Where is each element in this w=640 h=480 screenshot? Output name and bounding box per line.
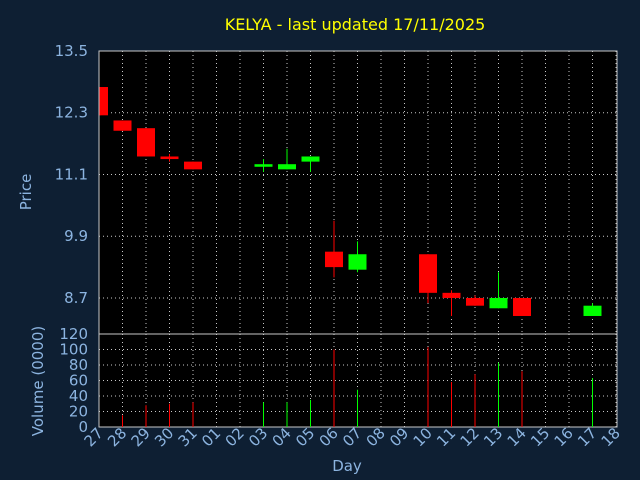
price-tick-label: 9.9 bbox=[64, 227, 88, 245]
price-axis-label: Price bbox=[17, 174, 35, 211]
day-tick-label: 03 bbox=[245, 424, 271, 450]
volume-tick-label: 40 bbox=[69, 387, 88, 405]
day-axis: 2728293031010203040506070809101112131415… bbox=[81, 424, 624, 450]
candle-body bbox=[419, 254, 437, 293]
price-tick-label: 13.5 bbox=[55, 42, 88, 60]
price-tick-label: 8.7 bbox=[64, 289, 88, 307]
day-tick-label: 11 bbox=[433, 424, 459, 450]
candle-body bbox=[254, 164, 273, 167]
day-tick-label: 13 bbox=[480, 424, 506, 450]
volume-tick-label: 80 bbox=[69, 356, 88, 374]
day-tick-label: 16 bbox=[551, 424, 577, 450]
day-tick-label: 31 bbox=[175, 424, 201, 450]
volume-bars bbox=[122, 347, 593, 427]
candle-body bbox=[137, 128, 155, 157]
day-tick-label: 09 bbox=[386, 424, 412, 450]
volume-tick-label: 0 bbox=[78, 418, 88, 436]
candle-body bbox=[160, 156, 179, 160]
chart-title: KELYA - last updated 17/11/2025 bbox=[225, 15, 486, 34]
price-tick-label: 12.3 bbox=[55, 104, 88, 122]
candle-body bbox=[583, 305, 602, 316]
day-axis-label: Day bbox=[332, 457, 362, 475]
candle-body bbox=[442, 292, 461, 298]
candles bbox=[99, 87, 602, 316]
candle-body bbox=[184, 161, 202, 170]
volume-axis-label: Volume (0000) bbox=[29, 326, 47, 436]
volume-tick-label: 20 bbox=[69, 403, 88, 421]
day-tick-label: 10 bbox=[410, 424, 436, 450]
day-tick-label: 06 bbox=[316, 424, 342, 450]
day-tick-label: 15 bbox=[527, 424, 553, 450]
price-axis: 13.5 12.3 11.1 9.9 8.7 bbox=[55, 42, 88, 307]
candle-body bbox=[113, 120, 132, 131]
candle-body bbox=[513, 297, 531, 316]
day-tick-label: 07 bbox=[339, 424, 365, 450]
candle-body bbox=[325, 251, 343, 268]
day-tick-label: 29 bbox=[128, 424, 154, 450]
day-tick-label: 17 bbox=[574, 424, 600, 450]
day-tick-label: 12 bbox=[457, 424, 483, 450]
candle-body bbox=[489, 297, 508, 309]
volume-tick-label: 60 bbox=[69, 372, 88, 390]
day-tick-label: 18 bbox=[598, 424, 624, 450]
day-tick-label: 01 bbox=[198, 424, 224, 450]
day-tick-label: 08 bbox=[363, 424, 389, 450]
candle-body bbox=[100, 87, 108, 116]
candle-body bbox=[278, 164, 296, 170]
day-tick-label: 28 bbox=[104, 424, 130, 450]
volume-tick-label: 120 bbox=[59, 325, 88, 343]
price-tick-label: 11.1 bbox=[55, 165, 88, 183]
candle-body bbox=[466, 297, 484, 306]
volume-tick-label: 100 bbox=[59, 341, 88, 359]
candle-body bbox=[301, 156, 320, 162]
day-tick-label: 30 bbox=[151, 424, 177, 450]
day-tick-label: 02 bbox=[222, 424, 248, 450]
day-tick-label: 05 bbox=[292, 424, 318, 450]
candle-body bbox=[348, 254, 367, 270]
day-tick-label: 14 bbox=[504, 424, 530, 450]
day-tick-label: 04 bbox=[269, 424, 295, 450]
price-panel bbox=[98, 50, 618, 335]
